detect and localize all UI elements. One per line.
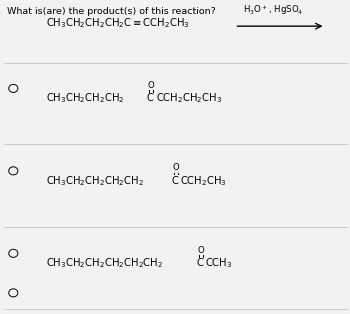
Text: CH$_3$CH$_2$CH$_2$CH$_2$: CH$_3$CH$_2$CH$_2$CH$_2$ [46, 91, 124, 105]
Text: C: C [147, 93, 154, 103]
Text: O: O [148, 81, 154, 90]
Text: C: C [172, 176, 178, 186]
Text: CCH$_3$: CCH$_3$ [205, 256, 233, 270]
Text: H$_3$O$^+$, HgSO$_4$: H$_3$O$^+$, HgSO$_4$ [243, 3, 304, 17]
Text: CCH$_2$CH$_2$CH$_3$: CCH$_2$CH$_2$CH$_3$ [155, 91, 222, 105]
Text: C: C [197, 258, 203, 268]
Text: CH$_3$CH$_2$CH$_2$CH$_2$CH$_2$: CH$_3$CH$_2$CH$_2$CH$_2$CH$_2$ [46, 174, 143, 188]
Text: CH$_3$CH$_2$CH$_2$CH$_2$C$\equiv$CCH$_2$CH$_3$: CH$_3$CH$_2$CH$_2$CH$_2$C$\equiv$CCH$_2$… [46, 16, 189, 30]
Text: O: O [173, 164, 180, 172]
Text: CCH$_2$CH$_3$: CCH$_2$CH$_3$ [181, 174, 228, 188]
Text: O: O [198, 246, 204, 255]
Text: What is(are) the product(s) of this reaction?: What is(are) the product(s) of this reac… [7, 8, 216, 17]
Text: CH$_3$CH$_2$CH$_2$CH$_2$CH$_2$CH$_2$: CH$_3$CH$_2$CH$_2$CH$_2$CH$_2$CH$_2$ [46, 256, 163, 270]
